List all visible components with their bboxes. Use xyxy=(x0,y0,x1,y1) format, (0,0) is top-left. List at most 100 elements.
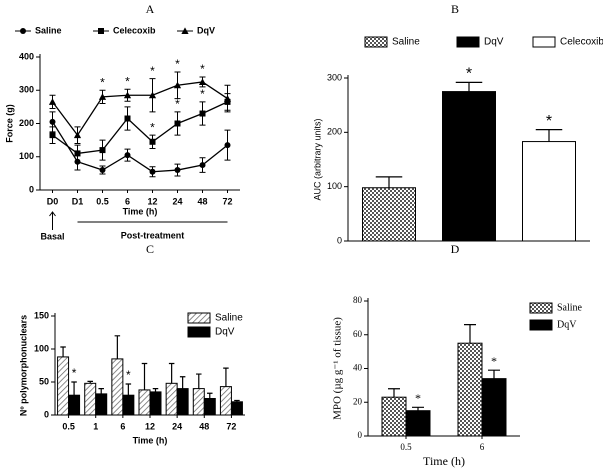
legend-swatch xyxy=(187,326,211,338)
legend-label: DqV xyxy=(484,37,504,48)
legend-label: Saline xyxy=(215,313,243,324)
significance: * xyxy=(546,113,552,130)
x-tick-label: 48 xyxy=(199,421,209,431)
panel-title: A xyxy=(146,2,155,16)
legend-label: Saline xyxy=(392,37,420,48)
y-tick-label: 300 xyxy=(327,72,342,82)
marker xyxy=(74,150,81,157)
bar xyxy=(122,394,135,416)
bar xyxy=(165,382,178,416)
x-tick-label: 72 xyxy=(226,421,236,431)
legend-label: Celecoxib xyxy=(560,37,603,48)
bar xyxy=(203,398,216,416)
significance: * xyxy=(175,97,180,111)
marker xyxy=(49,118,56,125)
error-bar xyxy=(535,129,563,142)
significance: * xyxy=(415,391,421,405)
error-bar xyxy=(114,335,121,359)
significance: * xyxy=(150,64,155,78)
significance: * xyxy=(200,87,205,101)
marker xyxy=(99,147,106,154)
error-bar xyxy=(60,346,66,357)
marker xyxy=(174,167,181,174)
x-axis-label: Time (h) xyxy=(423,454,465,468)
series-line xyxy=(51,121,228,173)
marker xyxy=(199,162,206,169)
x-tick-label: 12 xyxy=(145,421,155,431)
x-axis-label: Time (h) xyxy=(123,206,158,216)
y-axis-label: MPO (µg g⁻¹ of tissue) xyxy=(332,317,344,420)
bar xyxy=(481,378,507,437)
y-axis-label: Force (g) xyxy=(4,104,14,143)
panel-title: D xyxy=(451,242,460,256)
error-bar xyxy=(152,388,159,392)
marker xyxy=(149,168,156,175)
y-tick-label: 100 xyxy=(327,181,342,191)
marker xyxy=(20,28,26,34)
marker xyxy=(48,98,57,105)
bar xyxy=(442,91,496,242)
bar xyxy=(84,382,97,416)
x-tick-label: 6 xyxy=(480,442,485,452)
legend-label: Celecoxib xyxy=(113,25,156,35)
bar xyxy=(138,389,151,416)
legend-swatch xyxy=(187,312,211,324)
error-bar xyxy=(455,81,483,92)
y-tick-label: 20 xyxy=(353,396,363,406)
marker xyxy=(98,28,104,34)
significance: * xyxy=(126,368,131,382)
y-tick-label: 150 xyxy=(34,310,49,320)
legend-label: Saline xyxy=(557,302,583,313)
significance: * xyxy=(200,62,205,76)
x-tick-label: 6 xyxy=(120,421,125,431)
marker xyxy=(181,27,189,34)
error-bar xyxy=(234,399,240,402)
series-line xyxy=(51,81,228,137)
legend-swatch xyxy=(529,302,553,314)
bar xyxy=(457,342,483,437)
marker xyxy=(198,78,207,85)
y-tick-label: 0 xyxy=(358,430,363,440)
error-bar xyxy=(179,376,186,389)
marker xyxy=(49,132,56,139)
panel: A 0 100 200 300 400 Force (g) D0 D1 0.5 6 12 24 48 72 T… xyxy=(4,2,240,241)
legend-swatch xyxy=(364,36,388,48)
y-tick-label: 0 xyxy=(337,235,342,245)
error-bar xyxy=(207,392,213,399)
marker xyxy=(223,94,232,102)
bar xyxy=(405,410,431,437)
marker xyxy=(148,91,157,99)
error-bar xyxy=(388,388,400,398)
x-tick-label: 24 xyxy=(172,196,182,206)
x-tick-label: 0.5 xyxy=(62,421,75,431)
legend-swatch xyxy=(529,319,553,331)
error-bar xyxy=(141,362,148,390)
marker xyxy=(199,110,206,117)
y-axis-label: AUC (arbitrary units) xyxy=(312,118,322,200)
y-tick-label: 200 xyxy=(327,127,342,137)
x-tick-label: 6 xyxy=(125,196,130,206)
y-tick-label: 60 xyxy=(353,329,363,339)
bar xyxy=(522,141,576,242)
error-bar xyxy=(223,367,229,387)
error-bar xyxy=(98,388,104,394)
x-tick-label: 12 xyxy=(147,196,157,206)
legend-swatch xyxy=(456,36,480,48)
marker xyxy=(149,138,156,145)
y-tick-label: 80 xyxy=(353,295,363,305)
marker xyxy=(73,131,82,139)
panel: C 0 50 100 150 Nº polymorphonuclears 0.5 1 6 12 24… xyxy=(18,242,245,445)
error-bar xyxy=(71,381,77,396)
bar xyxy=(192,388,205,416)
marker xyxy=(98,93,107,100)
legend-label: DqV xyxy=(215,327,235,338)
x-tick-label: 72 xyxy=(222,196,232,206)
legend-label: Saline xyxy=(35,25,62,35)
panel-title: B xyxy=(451,2,459,16)
x-axis-label: Time (h) xyxy=(133,435,168,445)
significance: * xyxy=(150,120,155,134)
marker xyxy=(174,120,181,127)
bar xyxy=(176,388,189,416)
annotation: Post-treatment xyxy=(121,230,185,240)
